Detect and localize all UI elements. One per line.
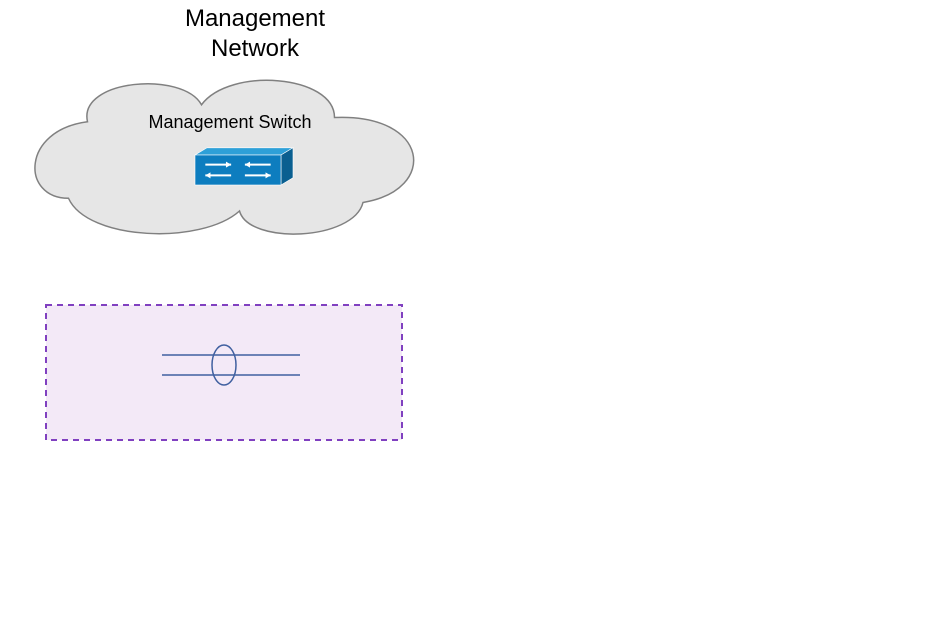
title-line2: Network [211,35,300,62]
cloud-label: Management Switch [148,112,311,132]
title-line1: Management [185,5,325,32]
management-switch-icon [195,148,293,185]
vpc-domain-box [46,305,402,440]
